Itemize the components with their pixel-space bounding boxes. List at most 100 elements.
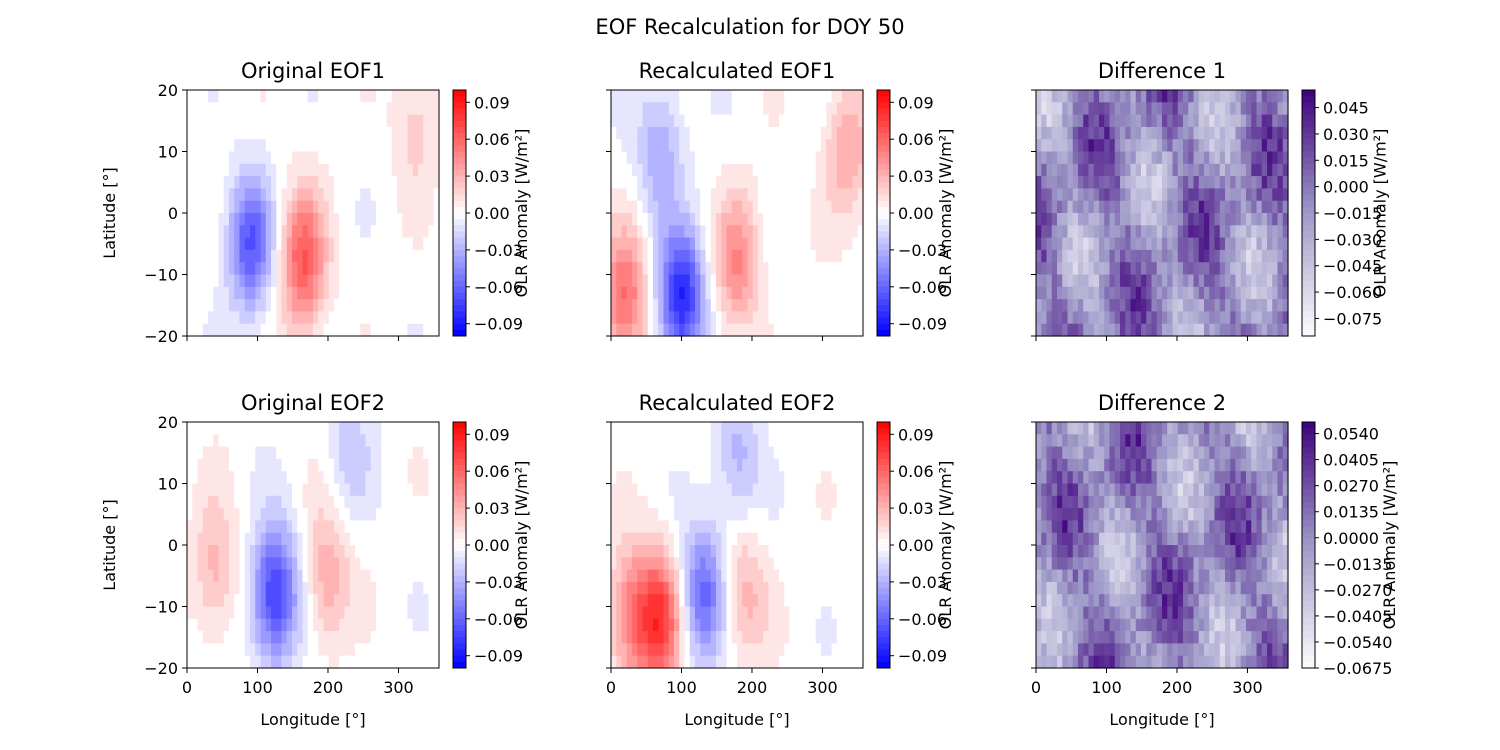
heatmap-cell xyxy=(234,274,241,288)
heatmap-cell xyxy=(1151,176,1158,189)
heatmap-cell xyxy=(1282,225,1289,239)
heatmap-cell xyxy=(265,102,272,116)
heatmap-cell xyxy=(271,434,277,448)
heatmap-cell xyxy=(695,631,701,644)
colorbar-segment xyxy=(877,182,890,189)
heatmap-cell xyxy=(647,631,654,644)
heatmap-cell xyxy=(831,262,838,276)
colorbar-tick-label: −0.06 xyxy=(474,610,523,629)
heatmap-cell xyxy=(192,458,199,472)
heatmap-cell xyxy=(779,643,785,657)
heatmap-cell xyxy=(370,594,377,608)
heatmap-cell xyxy=(376,249,382,263)
heatmap-cell xyxy=(642,286,649,300)
heatmap-cell xyxy=(794,262,801,276)
heatmap-cell xyxy=(223,581,230,595)
heatmap-cell xyxy=(731,311,738,325)
heatmap-cell xyxy=(218,126,225,140)
heatmap-cell xyxy=(700,188,707,202)
heatmap-cell xyxy=(391,655,398,669)
heatmap-cell xyxy=(1057,311,1063,325)
heatmap-cell xyxy=(1051,237,1058,251)
heatmap-cell xyxy=(805,483,812,497)
heatmap-cell xyxy=(831,311,838,325)
heatmap-cell xyxy=(318,237,325,251)
heatmap-cell xyxy=(700,151,707,165)
heatmap-cell xyxy=(611,631,617,644)
heatmap-cell xyxy=(726,176,733,189)
panel-2: Recalculated EOF1−0.09−0.06−0.030.000.03… xyxy=(606,59,955,341)
colorbar-tick-label: 0.045 xyxy=(1323,99,1369,118)
heatmap-cell xyxy=(250,188,256,202)
heatmap-cell xyxy=(349,446,356,460)
heatmap-cell xyxy=(674,422,680,435)
heatmap-cell xyxy=(1240,188,1247,202)
heatmap-cell xyxy=(229,643,235,657)
heatmap-cell xyxy=(758,495,764,509)
heatmap-cell xyxy=(752,557,759,571)
heatmap-cell xyxy=(752,176,759,189)
heatmap-cell xyxy=(1046,139,1053,153)
heatmap-cell xyxy=(831,569,838,583)
heatmap-cell xyxy=(626,90,633,103)
heatmap-cell xyxy=(386,188,393,202)
heatmap-cell xyxy=(397,176,403,189)
heatmap-cell xyxy=(1219,114,1226,128)
heatmap-cell xyxy=(360,606,367,620)
heatmap-cell xyxy=(255,483,262,497)
heatmap-cell xyxy=(292,102,298,116)
heatmap-cell xyxy=(218,286,225,300)
heatmap-cell xyxy=(826,323,833,337)
heatmap-cell xyxy=(632,213,638,226)
heatmap-cell xyxy=(402,557,409,571)
heatmap-cell xyxy=(705,508,712,521)
heatmap-cell xyxy=(731,90,738,103)
heatmap-cell xyxy=(397,545,403,558)
heatmap-cell xyxy=(276,643,283,657)
heatmap-cell xyxy=(360,557,367,571)
heatmap-cell xyxy=(323,188,330,202)
heatmap-cell xyxy=(1062,213,1069,226)
colorbar-segment xyxy=(877,317,890,325)
heatmap-cell xyxy=(1235,237,1242,251)
heatmap-cell xyxy=(742,643,749,657)
heatmap-cell xyxy=(276,569,283,583)
heatmap-cell xyxy=(763,471,770,485)
heatmap-cell xyxy=(695,90,701,103)
colorbar-segment xyxy=(1302,274,1315,282)
heatmap-cell xyxy=(621,545,628,558)
heatmap-cell xyxy=(260,102,267,116)
heatmap-cell xyxy=(1162,299,1168,312)
heatmap-cell xyxy=(810,139,817,153)
colorbar-segment xyxy=(453,501,466,509)
heatmap-cell xyxy=(1162,114,1168,128)
heatmap-cell xyxy=(255,274,262,288)
heatmap-cell xyxy=(758,323,764,337)
heatmap-cell xyxy=(276,262,283,276)
heatmap-cell xyxy=(292,458,298,472)
heatmap-cell xyxy=(1240,286,1247,300)
heatmap-cell xyxy=(328,434,335,448)
panel-title: Recalculated EOF1 xyxy=(639,59,836,83)
heatmap-cell xyxy=(218,151,225,165)
heatmap-cell xyxy=(658,557,665,571)
heatmap-cell xyxy=(1251,286,1258,300)
heatmap-cell xyxy=(202,139,209,153)
heatmap-cell xyxy=(223,458,230,472)
heatmap-cell xyxy=(1135,102,1142,116)
heatmap-cell xyxy=(255,434,262,448)
heatmap-cell xyxy=(192,114,199,128)
heatmap-cell xyxy=(747,643,754,657)
heatmap-cell xyxy=(632,225,638,239)
heatmap-cell xyxy=(637,557,644,571)
heatmap-cell xyxy=(202,151,209,165)
heatmap-cell xyxy=(684,545,691,558)
heatmap-cell xyxy=(632,114,638,128)
heatmap-cell xyxy=(1067,262,1074,276)
heatmap-cell xyxy=(197,483,204,497)
heatmap-cell xyxy=(789,655,796,669)
heatmap-cell xyxy=(768,114,775,128)
heatmap-cell xyxy=(658,545,665,558)
heatmap-cell xyxy=(794,458,801,472)
heatmap-cell xyxy=(621,495,628,509)
